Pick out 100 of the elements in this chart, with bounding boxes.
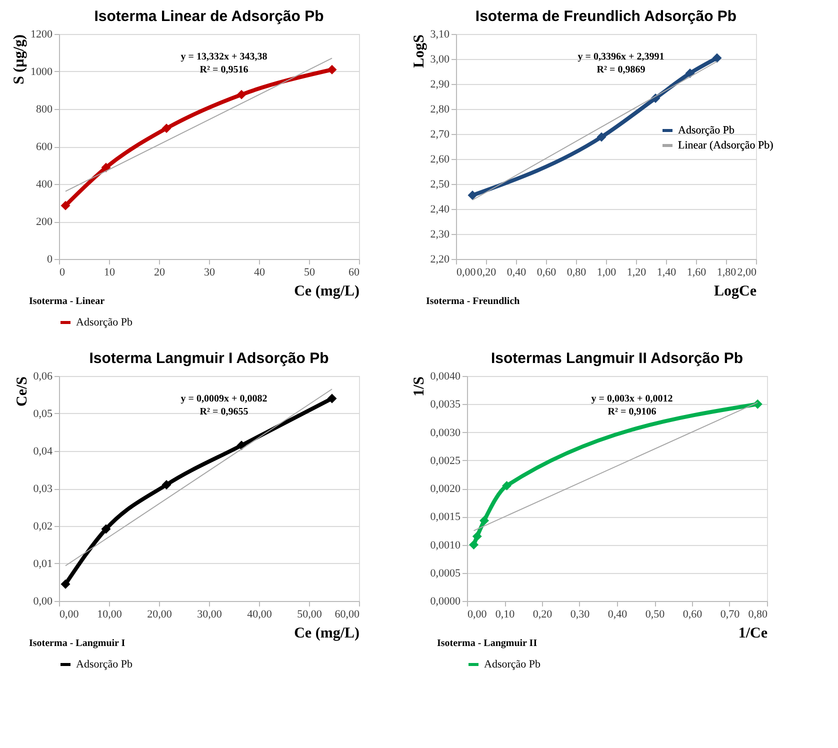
annotation: R² = 0,9655 [200,406,248,418]
y-tick-label: 0,0040 [430,370,461,382]
y-tick-label: 0,0000 [430,596,461,608]
annotation: y = 0,0009x + 0,0082 [180,394,268,404]
x-tick-label: 30 [204,266,216,278]
x-tick-label: 0,50 [645,608,666,620]
y-tick-label: 200 [36,216,53,228]
y-tick-label: 3,00 [430,54,450,66]
point [236,90,246,100]
text: Isoterma - Linear [29,296,106,307]
y-tick-label: 2,90 [430,78,450,90]
y-tick-label: 0,03 [33,483,53,495]
y-tick-label: 0,0035 [430,398,461,411]
x-tick-label: 0,60 [536,266,557,278]
y-tick-label: 1000 [30,66,53,78]
y-tick-label: 0,05 [33,408,53,420]
y-tick-label: 0,0030 [430,426,461,439]
x-axis-title: Ce (mg/L) [294,626,360,642]
legend-label: Adsorção Pb [678,124,736,136]
x-tick-label: 10 [104,266,116,278]
x-tick-label: 60 [348,266,360,278]
y-tick-label: 400 [36,178,53,190]
y-tick-label: 0,0005 [430,567,461,580]
chart-title: Isoterma Langmuir I Adsorção Pb [89,350,329,367]
point [60,200,70,210]
x-tick-label: 0,70 [720,608,740,620]
x-axis-title: LogCe [714,284,757,300]
x-tick-label: 1,20 [626,266,647,278]
y-tick-label: 2,80 [430,104,450,116]
y-tick-label: 0,0010 [430,539,461,552]
y-tick-label: 0,04 [33,446,53,458]
x-tick-label: 0,00 [468,608,488,620]
annotation: y = 0,3396x + 2,3991 [578,52,664,62]
x-tick-label: 40,00 [247,608,272,620]
legend-label: Adsorção Pb [484,658,542,670]
chart-title: Isoterma Linear de Adsorção Pb [94,8,324,25]
legend-label: Adsorção Pb [76,658,134,670]
x-axis-title: Ce (mg/L) [294,284,360,300]
y-tick-label: 800 [36,104,53,116]
x-tick-label: 50,00 [297,608,322,620]
y-tick-label: 2,50 [430,178,450,190]
text: Isoterma - Freundlich [426,296,520,307]
text: Isoterma - Langmuir I [29,638,126,649]
x-tick-label: 0,80 [748,608,768,620]
x-tick-label: 0,60 [682,608,703,620]
x-tick-label: 0,40 [608,608,628,620]
point [327,64,337,74]
y-tick-label: 0,01 [33,558,52,570]
legend-label: Linear (Adsorção Pb) [678,140,774,152]
x-tick-label: 1,40 [656,266,677,278]
y-axis-title: S (µg/g) [12,34,28,84]
y-tick-label: 0,0025 [430,454,461,467]
y-axis-title: Ce/S [14,376,30,406]
y-tick-label: 2,60 [430,154,450,166]
x-tick-label: 50 [304,266,316,278]
y-tick-label: 2,20 [430,254,450,266]
x-tick-label: 1,00 [596,266,617,278]
x-tick-label: 60,00 [334,608,360,620]
text: Isoterma - Langmuir II [437,638,538,649]
annotation: y = 13,332x + 343,38 [180,52,268,62]
y-tick-label: 3,10 [430,28,450,40]
legend-label: Adsorção Pb [76,316,134,328]
x-tick-label: 20,00 [147,608,172,620]
x-tick-label: 0,40 [506,266,527,278]
x-tick-label: 0,30 [570,608,590,620]
point [101,162,111,172]
y-tick-label: 0,06 [33,370,53,382]
y-tick-label: 0,00 [33,596,53,608]
x-tick-label: 10,00 [97,608,122,620]
x-tick-label: 30,00 [197,608,222,620]
y-tick-label: 2,30 [430,228,450,240]
y-tick-label: 0,0015 [430,511,461,524]
y-tick-label: 0,0020 [430,483,461,495]
point [468,190,478,200]
y-axis-title: 1/S [411,376,428,397]
y-tick-label: 0,02 [33,520,52,532]
x-axis-title: 1/Ce [738,626,768,642]
point [712,53,722,63]
point [596,132,606,142]
y-axis-title: LogS [411,34,428,68]
y-tick-label: 0 [47,254,53,266]
chart-title: Isotermas Langmuir II Adsorção Pb [490,350,744,367]
annotation: y = 0,003x + 0,0012 [591,394,673,404]
x-tick-label: 0,20 [476,266,497,278]
x-tick-label: 1,60 [686,266,707,278]
y-tick-label: 2,70 [430,128,450,140]
y-tick-label: 600 [36,141,53,153]
x-tick-label: 0,20 [532,608,553,620]
y-tick-label: 1200 [30,28,53,40]
annotation: R² = 0,9869 [596,64,646,76]
point [162,124,172,134]
x-tick-label: 0,00 [60,608,80,620]
x-tick-label: 40 [254,266,266,278]
x-tick-label: 2,00 [737,266,757,278]
annotation: R² = 0,9516 [200,64,248,76]
y-tick-label: 2,40 [430,204,450,216]
x-tick-label: 20 [154,266,166,278]
x-tick-label: 0,00 [456,266,476,278]
x-tick-label: 0 [60,266,66,278]
x-tick-label: 0,80 [566,266,587,278]
